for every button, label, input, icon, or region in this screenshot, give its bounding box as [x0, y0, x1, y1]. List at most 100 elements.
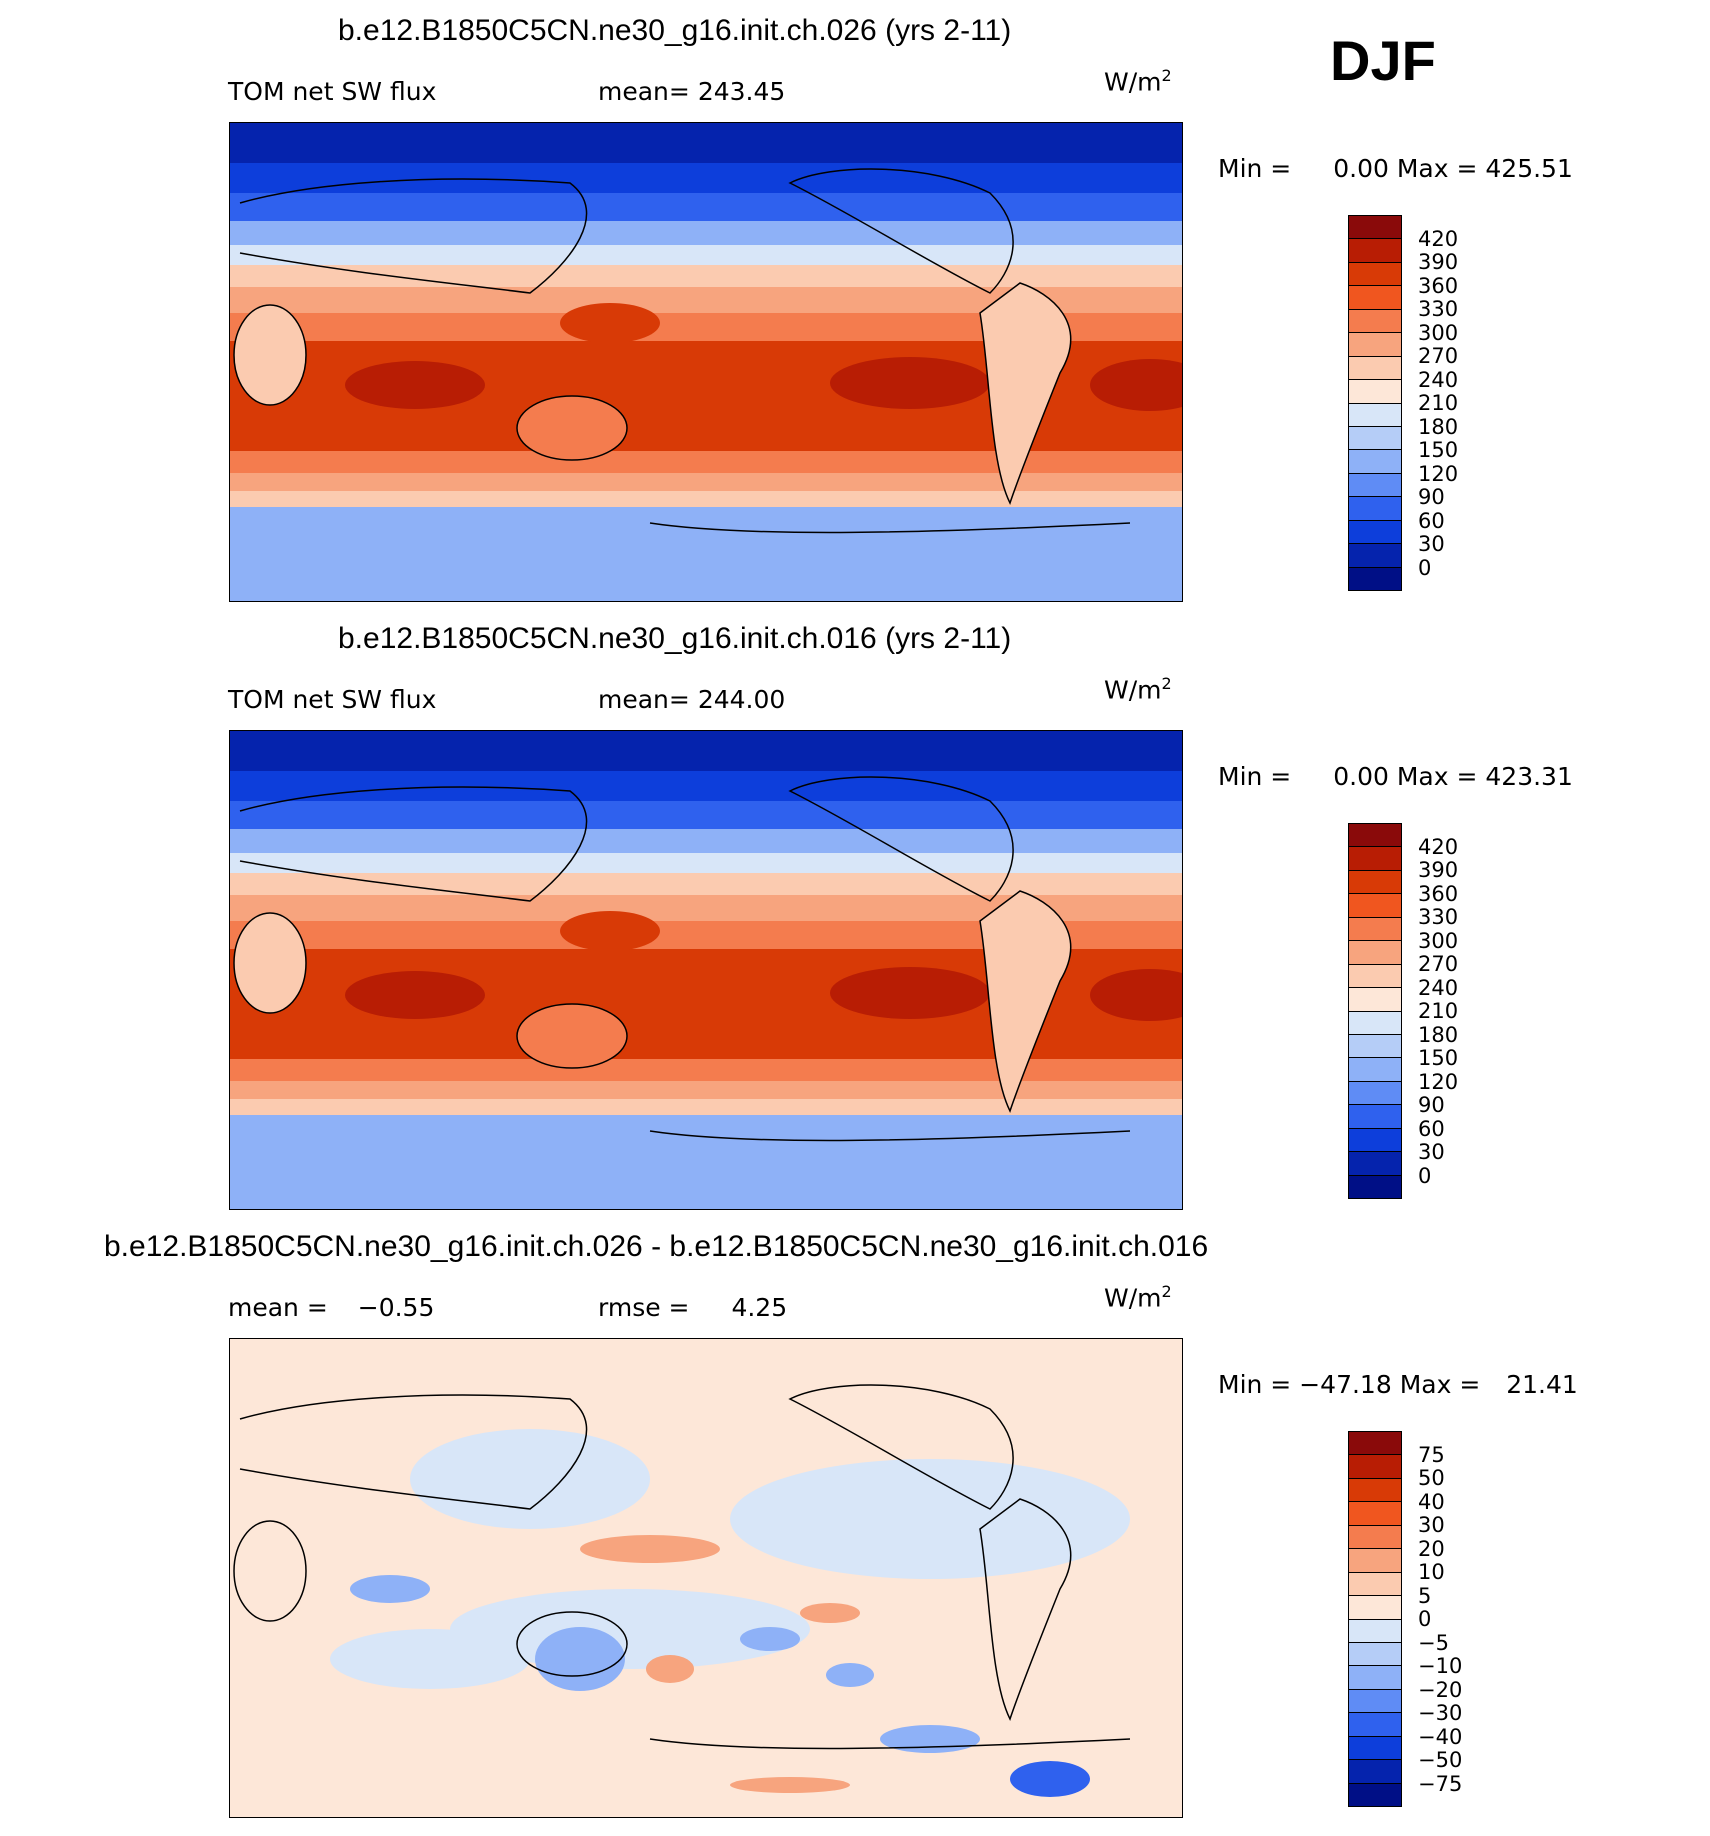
colorbar-segment [1349, 1783, 1401, 1806]
panel3-rmse: rmse = 4.25 [598, 1293, 787, 1322]
panel1-title: b.e12.B1850C5CN.ne30_g16.init.ch.026 (yr… [338, 14, 1012, 47]
colorbar-tick-label: −50 [1418, 1748, 1463, 1772]
panel3-mean-label: mean = [228, 1293, 328, 1322]
colorbar-tick-label: 150 [1418, 1046, 1459, 1070]
colorbar-tick-label: −20 [1418, 1677, 1463, 1702]
panel3-mean-value: −0.55 [357, 1293, 435, 1322]
colorbar-segment [1349, 1525, 1401, 1550]
panel3-mean: mean = −0.55 [228, 1293, 434, 1322]
colorbar-tick-label: 390 [1418, 250, 1459, 274]
panel1-max-label: Max = [1396, 154, 1478, 183]
colorbar-segment [1349, 567, 1401, 590]
colorbar-tick-label: 0 [1418, 1607, 1432, 1631]
panel3-title: b.e12.B1850C5CN.ne30_g16.init.ch.026 - b… [104, 1230, 1209, 1263]
colorbar-segment [1349, 1011, 1401, 1035]
colorbar-tick-label: 270 [1418, 952, 1459, 976]
colorbar-segment [1349, 1713, 1401, 1737]
colorbar-tick-label: 5 [1418, 1583, 1432, 1608]
colorbar-tick-label: −40 [1418, 1724, 1463, 1749]
colorbar-tick-label: 390 [1418, 858, 1459, 882]
colorbar-segment [1349, 1596, 1401, 1620]
panel3-rmse-label: rmse = [598, 1293, 690, 1322]
colorbar-tick-label: 60 [1418, 508, 1445, 533]
colorbar-tick-label: 420 [1418, 834, 1459, 859]
colorbar-segment [1349, 333, 1401, 357]
colorbar-segment [1349, 520, 1401, 545]
panel3-rmse-value: 4.25 [731, 1293, 788, 1322]
panel3-map-field [230, 1339, 1182, 1817]
colorbar-segment [1349, 847, 1401, 871]
colorbar-segment [1349, 1736, 1401, 1761]
panel1-units-base: W/m [1104, 67, 1162, 97]
colorbar-tick-label: 20 [1418, 1536, 1445, 1561]
panel2-max-value: 423.31 [1485, 762, 1573, 791]
panel1-variable-label: TOM net SW flux [228, 77, 437, 106]
panel3-minmax: Min = −47.18 Max = 21.41 [1218, 1370, 1578, 1399]
panel1-minmax: Min = 0.00 Max = 425.51 [1218, 154, 1573, 183]
colorbar-segment [1349, 1081, 1401, 1106]
colorbar-segment [1349, 894, 1401, 918]
panel1-mean-value: 243.45 [697, 77, 786, 106]
colorbar-segment [1349, 1478, 1401, 1503]
colorbar-segment [1349, 1175, 1401, 1198]
panel2-map [229, 730, 1183, 1210]
panel3-colorbar [1348, 1431, 1402, 1807]
colorbar-tick-label: 75 [1418, 1442, 1445, 1467]
colorbar-segment [1349, 824, 1401, 848]
panel3-map [229, 1338, 1183, 1818]
colorbar-tick-label: 40 [1418, 1489, 1445, 1514]
colorbar-tick-label: 0 [1418, 1163, 1432, 1188]
panel2-min-label: Min = [1218, 762, 1292, 791]
colorbar-segment [1349, 917, 1401, 942]
colorbar-tick-label: 300 [1418, 320, 1459, 345]
panel1-mean-label: mean= [598, 77, 690, 106]
panel2-minmax: Min = 0.00 Max = 423.31 [1218, 762, 1573, 791]
panel1-colorbar [1348, 215, 1402, 591]
panel1-map-field [230, 123, 1182, 601]
colorbar-segment [1349, 497, 1401, 521]
colorbar-segment [1349, 1760, 1401, 1784]
panel1-min-value: 0.00 [1333, 154, 1389, 183]
colorbar-tick-label: 120 [1418, 1069, 1459, 1094]
panel2-map-field [230, 731, 1182, 1209]
colorbar-tick-label: 90 [1418, 485, 1445, 509]
colorbar-segment [1349, 1455, 1401, 1479]
colorbar-segment [1349, 1432, 1401, 1456]
colorbar-segment [1349, 1549, 1401, 1573]
colorbar-tick-label: 270 [1418, 344, 1459, 368]
panel2-mean: mean= 244.00 [598, 685, 785, 714]
colorbar-segment [1349, 309, 1401, 334]
colorbar-tick-label: 210 [1418, 999, 1459, 1023]
colorbar-tick-label: −5 [1418, 1630, 1449, 1655]
colorbar-segment [1349, 1105, 1401, 1129]
colorbar-segment [1349, 1152, 1401, 1176]
panel1-mean: mean= 243.45 [598, 77, 785, 106]
colorbar-tick-label: 300 [1418, 928, 1459, 953]
colorbar-tick-label: −30 [1418, 1701, 1463, 1725]
colorbar-tick-label: 30 [1418, 1140, 1445, 1164]
panel1-units-exp: 2 [1161, 66, 1172, 85]
colorbar-tick-label: 50 [1418, 1466, 1445, 1490]
colorbar-tick-label: 180 [1418, 414, 1459, 439]
panel2-units: W/m2 [1104, 674, 1172, 704]
colorbar-segment [1349, 1572, 1401, 1597]
season-label: DJF [1330, 29, 1436, 92]
colorbar-segment [1349, 1128, 1401, 1153]
colorbar-tick-label: 240 [1418, 367, 1459, 392]
colorbar-segment [1349, 216, 1401, 240]
colorbar-segment [1349, 403, 1401, 427]
colorbar-tick-label: −75 [1418, 1771, 1463, 1796]
colorbar-tick-label: 420 [1418, 226, 1459, 251]
panel3-max-label: Max = [1399, 1370, 1481, 1399]
colorbar-tick-label: 150 [1418, 438, 1459, 462]
colorbar-tick-label: 120 [1418, 461, 1459, 486]
colorbar-tick-label: 10 [1418, 1560, 1445, 1584]
colorbar-segment [1349, 1034, 1401, 1059]
colorbar-segment [1349, 1642, 1401, 1667]
colorbar-segment [1349, 1666, 1401, 1690]
colorbar-tick-label: 360 [1418, 881, 1459, 906]
colorbar-tick-label: −10 [1418, 1654, 1463, 1678]
panel3-min-label: Min = [1218, 1370, 1292, 1399]
colorbar-tick-label: 180 [1418, 1022, 1459, 1047]
colorbar-segment [1349, 1502, 1401, 1526]
